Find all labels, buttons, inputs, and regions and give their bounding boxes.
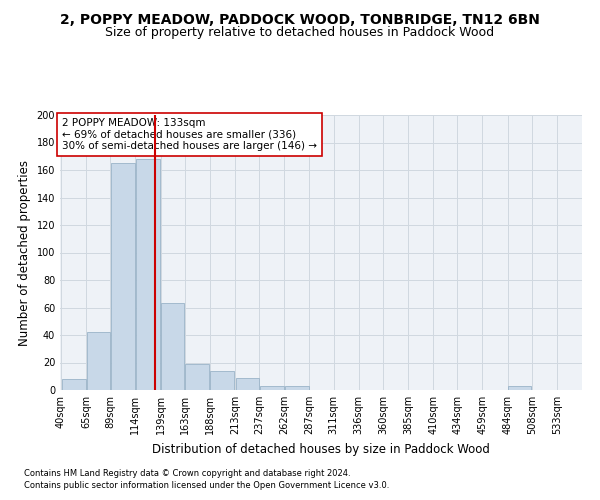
X-axis label: Distribution of detached houses by size in Paddock Wood: Distribution of detached houses by size … [152,442,490,456]
Bar [260,386,284,390]
Bar [285,386,309,390]
Text: 2 POPPY MEADOW: 133sqm
← 69% of detached houses are smaller (336)
30% of semi-de: 2 POPPY MEADOW: 133sqm ← 69% of detached… [62,118,317,151]
Bar [211,371,235,390]
Text: Contains public sector information licensed under the Open Government Licence v3: Contains public sector information licen… [24,481,389,490]
Bar [136,159,160,390]
Bar [236,378,259,390]
Text: 2, POPPY MEADOW, PADDOCK WOOD, TONBRIDGE, TN12 6BN: 2, POPPY MEADOW, PADDOCK WOOD, TONBRIDGE… [60,12,540,26]
Bar [62,379,86,390]
Bar [87,332,110,390]
Text: Contains HM Land Registry data © Crown copyright and database right 2024.: Contains HM Land Registry data © Crown c… [24,468,350,477]
Text: Size of property relative to detached houses in Paddock Wood: Size of property relative to detached ho… [106,26,494,39]
Bar [185,364,209,390]
Bar [508,386,531,390]
Bar [161,304,184,390]
Y-axis label: Number of detached properties: Number of detached properties [18,160,31,346]
Bar [111,163,135,390]
